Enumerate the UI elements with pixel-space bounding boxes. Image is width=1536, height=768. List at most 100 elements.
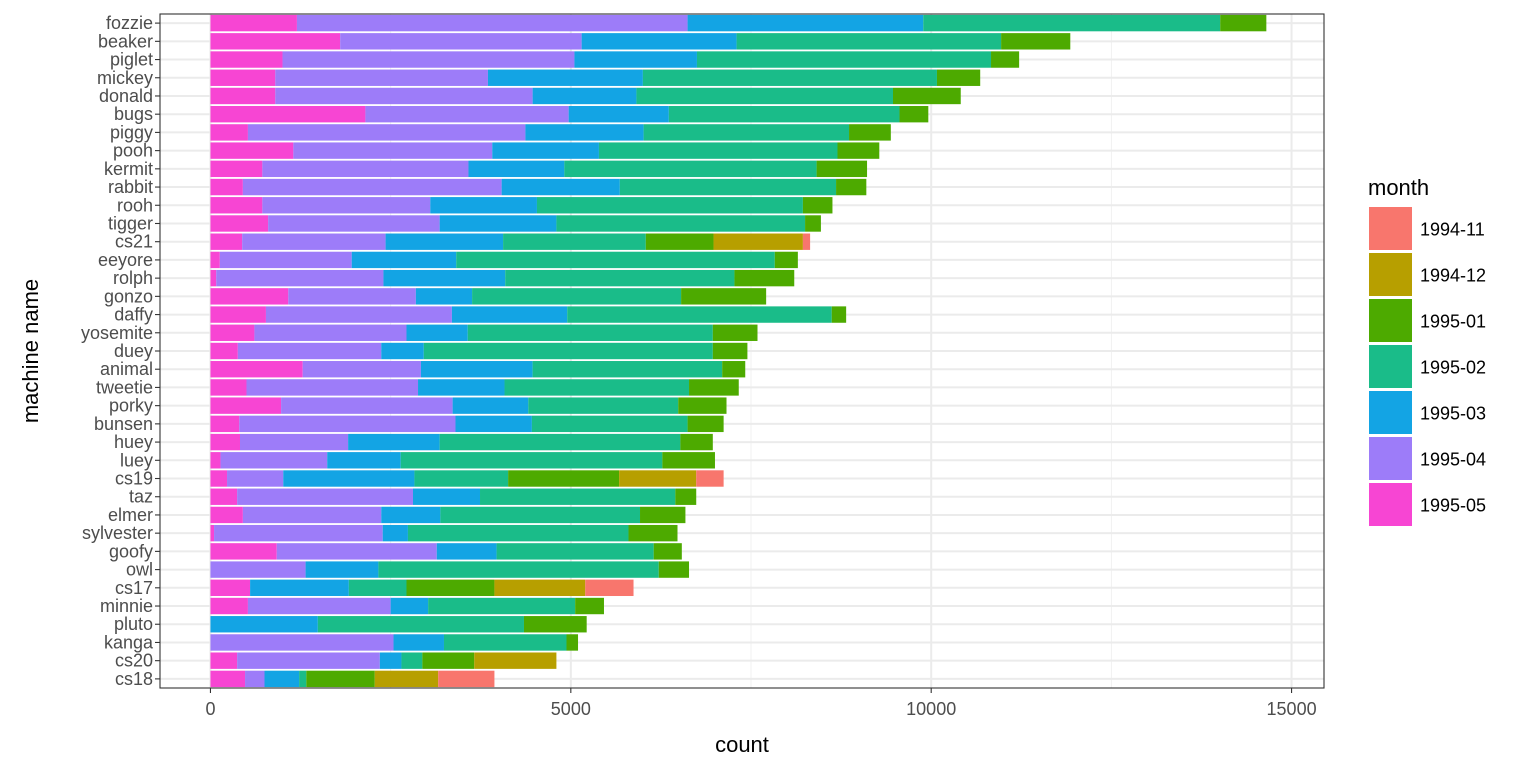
bar-duey-1995-02: [423, 342, 713, 360]
bar-goofy-1995-04: [276, 543, 437, 560]
y-tick-label: owl: [126, 560, 153, 580]
bar-cs19-1995-01: [508, 470, 620, 487]
bar-beaker-1995-05: [210, 33, 341, 50]
y-tick-label: duey: [114, 341, 153, 361]
bar-tigger-1995-01: [805, 215, 821, 232]
bar-kermit-1995-04: [262, 160, 469, 178]
bar-piglet-1995-01: [991, 51, 1020, 68]
y-tick-label: bugs: [114, 104, 153, 124]
bar-donald-1995-03: [532, 87, 637, 105]
bar-pluto-1995-01: [523, 616, 587, 633]
bar-porky-1995-04: [281, 397, 453, 414]
bar-animal-1995-05: [210, 361, 303, 378]
bar-pluto-1995-03: [210, 616, 318, 633]
bar-daffy-1995-05: [210, 306, 266, 323]
bar-huey-1995-03: [348, 433, 440, 451]
y-tick-label: porky: [109, 396, 153, 416]
bar-yosemite-1995-04: [254, 324, 407, 341]
bar-elmer-1995-04: [242, 506, 382, 524]
bar-bunsen-1995-02: [531, 415, 688, 433]
bar-goofy-1995-01: [653, 543, 682, 560]
bar-cs18-1995-04: [245, 670, 265, 688]
bar-mickey-1995-02: [642, 69, 937, 86]
bar-tigger-1995-04: [268, 215, 440, 232]
bar-bunsen-1995-04: [239, 415, 456, 433]
x-tick-label: 15000: [1267, 699, 1317, 719]
bar-kermit-1995-01: [816, 160, 868, 178]
bar-porky-1995-02: [528, 397, 679, 414]
bar-taz-1995-03: [412, 488, 481, 505]
bar-taz-1995-01: [675, 488, 697, 505]
bars: [210, 14, 1267, 688]
bar-luey-1995-02: [400, 452, 663, 469]
bar-cs19-1995-04: [227, 470, 284, 487]
bar-kermit-1995-02: [564, 160, 817, 178]
bar-cs17-1995-05: [210, 579, 251, 597]
bar-fozzie-1995-03: [687, 14, 924, 32]
bar-beaker-1995-02: [736, 33, 1002, 50]
bar-minnie-1995-02: [428, 597, 576, 615]
bar-eeyore-1995-05: [210, 251, 220, 269]
bar-luey-1995-05: [210, 452, 221, 469]
bar-piglet-1995-04: [282, 51, 575, 68]
bar-rooh-1995-03: [430, 197, 537, 214]
bar-bugs-1995-01: [899, 105, 929, 123]
bar-cs17-1994-11: [585, 579, 634, 597]
y-axis: fozziebeakerpigletmickeydonaldbugspiggyp…: [81, 13, 160, 689]
bar-sylvester-1995-05: [210, 524, 215, 542]
bar-kermit-1995-05: [210, 160, 263, 178]
bar-kermit-1995-03: [468, 160, 565, 178]
y-tick-label: daffy: [114, 305, 153, 325]
bar-goofy-1995-02: [496, 543, 654, 560]
bar-cs18-1994-12: [374, 670, 439, 688]
bar-cs19-1994-11: [696, 470, 724, 487]
bar-minnie-1995-05: [210, 597, 248, 615]
bar-cs17-1995-02: [348, 579, 407, 597]
bar-cs21-1995-03: [385, 233, 504, 250]
bar-rooh-1995-05: [210, 197, 263, 214]
bar-huey-1995-04: [240, 433, 349, 451]
y-tick-label: pluto: [114, 614, 153, 634]
y-tick-label: minnie: [100, 596, 153, 616]
y-tick-label: luey: [120, 450, 153, 470]
legend: month 1994-11 1994-12 1995-01 1995-02 1995-0…: [1368, 175, 1486, 526]
bar-donald-1995-02: [636, 87, 893, 105]
bar-animal-1995-03: [420, 361, 533, 378]
bar-rolph-1995-03: [383, 269, 506, 287]
y-axis-title: machine name: [18, 279, 43, 423]
bar-cs20-1995-05: [210, 652, 238, 669]
bar-gonzo-1995-05: [210, 288, 289, 305]
bar-sylvester-1995-01: [628, 524, 678, 542]
bar-rolph-1995-04: [216, 269, 384, 287]
bar-cs21-1995-04: [242, 233, 386, 250]
bar-rooh-1995-02: [536, 197, 803, 214]
bar-minnie-1995-03: [390, 597, 429, 615]
bar-daffy-1995-04: [265, 306, 452, 323]
bar-pooh-1995-04: [293, 142, 493, 159]
legend-label: 1995-04: [1420, 450, 1486, 470]
bar-cs17-1995-03: [250, 579, 349, 597]
bar-daffy-1995-02: [567, 306, 832, 323]
bar-porky-1995-05: [210, 397, 282, 414]
y-tick-label: tigger: [108, 213, 153, 233]
bar-huey-1995-02: [439, 433, 681, 451]
bar-cs19-1995-03: [283, 470, 415, 487]
bar-sylvester-1995-03: [382, 524, 408, 542]
bar-rabbit-1995-05: [210, 178, 243, 196]
bar-tigger-1995-03: [439, 215, 557, 232]
bar-piglet-1995-05: [210, 51, 283, 68]
bar-goofy-1995-05: [210, 543, 277, 560]
bar-owl-1995-01: [658, 561, 690, 578]
bar-rabbit-1995-02: [619, 178, 837, 196]
legend-key-1995-03: [1369, 391, 1412, 434]
bar-owl-1995-03: [305, 561, 379, 578]
bar-owl-1995-02: [378, 561, 659, 578]
bar-sylvester-1995-02: [407, 524, 629, 542]
bar-mickey-1995-05: [210, 69, 276, 86]
bar-cs21-1994-11: [802, 233, 811, 250]
bar-piggy-1995-03: [525, 124, 644, 141]
y-tick-label: tweetie: [96, 377, 153, 397]
legend-key-1994-11: [1369, 207, 1412, 250]
bar-piggy-1995-05: [210, 124, 248, 141]
bar-porky-1995-01: [678, 397, 727, 414]
